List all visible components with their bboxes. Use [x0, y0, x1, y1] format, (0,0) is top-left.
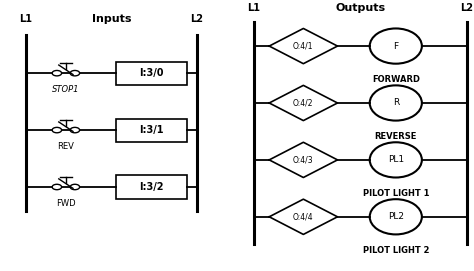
Circle shape [52, 70, 62, 76]
Text: L1: L1 [247, 3, 260, 13]
Text: REVERSE: REVERSE [374, 132, 417, 141]
Text: O:4/1: O:4/1 [293, 41, 314, 51]
Text: PL1: PL1 [388, 155, 404, 164]
Text: F: F [393, 41, 398, 51]
Text: I:3/1: I:3/1 [139, 125, 164, 135]
Text: R: R [392, 98, 399, 108]
Text: PL2: PL2 [388, 212, 404, 221]
Ellipse shape [370, 142, 422, 178]
Text: L1: L1 [19, 14, 33, 24]
FancyBboxPatch shape [116, 119, 187, 141]
Text: I:3/0: I:3/0 [139, 68, 164, 78]
Text: Inputs: Inputs [91, 14, 131, 24]
Circle shape [70, 70, 80, 76]
Text: Outputs: Outputs [335, 3, 385, 13]
Ellipse shape [370, 85, 422, 121]
FancyBboxPatch shape [116, 176, 187, 198]
Circle shape [52, 184, 62, 190]
Circle shape [70, 184, 80, 190]
Circle shape [52, 127, 62, 133]
Text: L2: L2 [460, 3, 474, 13]
Text: STOP1: STOP1 [52, 85, 80, 94]
Text: I:3/2: I:3/2 [139, 182, 164, 192]
Text: FORWARD: FORWARD [372, 75, 420, 85]
Ellipse shape [370, 28, 422, 64]
FancyBboxPatch shape [116, 62, 187, 85]
Text: PILOT LIGHT 1: PILOT LIGHT 1 [363, 189, 429, 198]
Text: O:4/3: O:4/3 [293, 155, 314, 164]
Text: FWD: FWD [56, 199, 76, 208]
Circle shape [70, 127, 80, 133]
Text: L2: L2 [190, 14, 203, 24]
Text: PILOT LIGHT 2: PILOT LIGHT 2 [363, 246, 429, 255]
Text: REV: REV [57, 142, 74, 151]
Text: O:4/4: O:4/4 [293, 212, 314, 221]
Ellipse shape [370, 199, 422, 234]
Text: O:4/2: O:4/2 [293, 98, 314, 108]
